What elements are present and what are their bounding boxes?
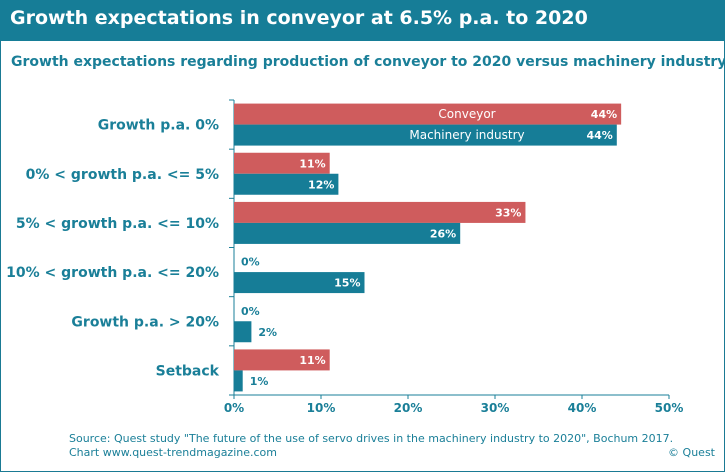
category-label: Growth p.a. 0% bbox=[98, 118, 219, 134]
legend-conveyor: Conveyor bbox=[438, 107, 495, 121]
bar-machinery bbox=[234, 370, 243, 392]
data-label: 44% bbox=[586, 129, 612, 142]
x-tick-label: 20% bbox=[394, 401, 423, 415]
x-tick-label: 30% bbox=[481, 401, 510, 415]
x-tick-label: 10% bbox=[307, 401, 336, 415]
data-label: 11% bbox=[299, 157, 325, 170]
x-tick-label: 0% bbox=[224, 401, 244, 415]
bar-conveyor bbox=[234, 201, 526, 223]
chart-title: Growth expectations in conveyor at 6.5% … bbox=[10, 7, 588, 29]
category-label: Growth p.a. > 20% bbox=[71, 314, 219, 330]
category-label: 5% < growth p.a. <= 10% bbox=[16, 216, 219, 232]
category-label: Setback bbox=[156, 363, 220, 379]
category-label: 0% < growth p.a. <= 5% bbox=[26, 167, 219, 183]
data-label: 11% bbox=[299, 354, 325, 367]
bar-conveyor bbox=[234, 349, 330, 371]
data-label: 33% bbox=[495, 206, 521, 219]
data-label: 15% bbox=[334, 277, 360, 290]
title-bar: Growth expectations in conveyor at 6.5% … bbox=[0, 0, 725, 41]
bar-machinery bbox=[234, 321, 252, 343]
data-label: 12% bbox=[308, 178, 334, 191]
data-label: 26% bbox=[430, 227, 456, 240]
chart-url-line: Chart www.quest-trendmagazine.com bbox=[69, 446, 277, 459]
bar-machinery bbox=[234, 222, 461, 244]
data-label: 44% bbox=[591, 108, 617, 121]
copyright: © Quest bbox=[668, 446, 715, 459]
source-line: Source: Quest study "The future of the u… bbox=[69, 432, 674, 445]
bar-machinery bbox=[234, 173, 339, 195]
legend-machinery: Machinery industry bbox=[409, 128, 524, 142]
data-label: 0% bbox=[241, 256, 260, 269]
data-label: 1% bbox=[250, 375, 269, 388]
x-tick-label: 40% bbox=[568, 401, 597, 415]
source-note: Source: Quest study "The future of the u… bbox=[69, 432, 673, 460]
bar-machinery bbox=[234, 124, 617, 146]
x-tick-label: 50% bbox=[655, 401, 684, 415]
bar-machinery bbox=[234, 272, 365, 294]
chart-subtitle: Growth expectations regarding production… bbox=[11, 54, 725, 70]
data-label: 2% bbox=[258, 326, 277, 339]
data-label: 0% bbox=[241, 305, 260, 318]
category-label: 10% < growth p.a. <= 20% bbox=[6, 265, 219, 281]
bar-conveyor bbox=[234, 152, 330, 174]
bar-conveyor bbox=[234, 103, 622, 125]
